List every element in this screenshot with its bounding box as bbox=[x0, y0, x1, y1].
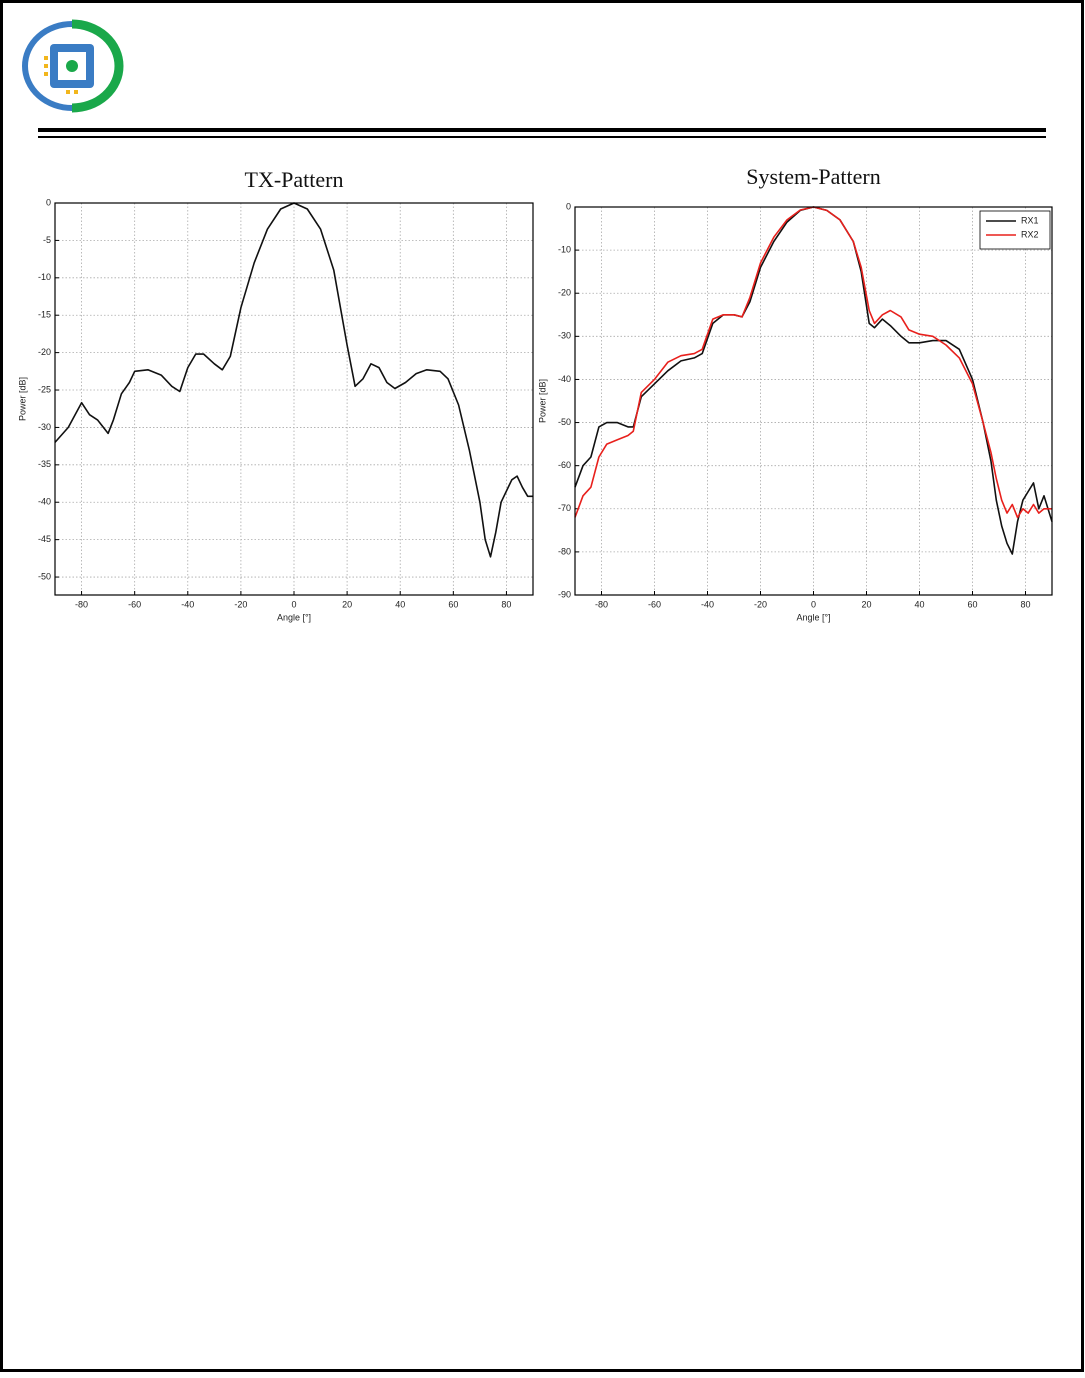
y-tick-label: -25 bbox=[38, 384, 51, 394]
x-tick-label: 0 bbox=[291, 599, 296, 609]
y-axis-label: Power [dB] bbox=[17, 377, 27, 421]
x-tick-label: 0 bbox=[811, 599, 816, 609]
x-tick-label: -60 bbox=[128, 599, 141, 609]
x-axis-label: Angle [°] bbox=[796, 612, 830, 622]
y-tick-label: -10 bbox=[558, 244, 571, 254]
chart: TX-Pattern -80 -60 -40 -20 0 20 40 60 80 0 -5 -10 -15… bbox=[17, 167, 534, 622]
chart-title: TX-Pattern bbox=[245, 167, 344, 192]
y-tick-label: -50 bbox=[558, 417, 571, 427]
y-axis-label: Power [dB] bbox=[537, 379, 547, 423]
legend-label: RX1 bbox=[1021, 215, 1039, 225]
x-tick-label: 80 bbox=[1020, 599, 1030, 609]
x-tick-label: 40 bbox=[395, 599, 405, 609]
chart: System-Pattern -80 -60 -40 -20 0 20 40 60 80 0 -10 -… bbox=[537, 164, 1053, 622]
y-tick-label: -15 bbox=[38, 310, 51, 320]
x-tick-label: -40 bbox=[181, 599, 194, 609]
y-tick-label: -45 bbox=[38, 534, 51, 544]
plot-frame bbox=[54, 202, 534, 596]
legend-label: RX2 bbox=[1021, 229, 1039, 239]
y-tick-label: -20 bbox=[558, 288, 571, 298]
x-tick-label: -20 bbox=[754, 599, 767, 609]
y-tick-label: -50 bbox=[38, 571, 51, 581]
x-tick-label: -20 bbox=[234, 599, 247, 609]
legend-box bbox=[979, 210, 1051, 250]
plot-frame bbox=[574, 206, 1053, 596]
y-tick-label: -80 bbox=[558, 546, 571, 556]
y-tick-label: -5 bbox=[43, 235, 51, 245]
x-tick-label: -40 bbox=[701, 599, 714, 609]
x-tick-label: 60 bbox=[448, 599, 458, 609]
chart-title: System-Pattern bbox=[746, 164, 880, 189]
x-tick-label: 60 bbox=[967, 599, 977, 609]
y-tick-label: -30 bbox=[38, 422, 51, 432]
y-tick-label: 0 bbox=[46, 197, 51, 207]
y-tick-label: -60 bbox=[558, 460, 571, 470]
y-tick-label: 0 bbox=[566, 201, 571, 211]
x-axis-label: Angle [°] bbox=[277, 612, 311, 622]
x-tick-label: 20 bbox=[861, 599, 871, 609]
y-tick-label: -10 bbox=[38, 272, 51, 282]
y-tick-label: -30 bbox=[558, 331, 571, 341]
logo bbox=[22, 19, 124, 113]
y-tick-label: -40 bbox=[558, 374, 571, 384]
x-tick-label: -60 bbox=[648, 599, 661, 609]
y-tick-label: -20 bbox=[38, 347, 51, 357]
y-tick-label: -90 bbox=[558, 589, 571, 599]
x-tick-label: 40 bbox=[914, 599, 924, 609]
y-tick-label: -70 bbox=[558, 503, 571, 513]
data-line bbox=[54, 202, 533, 558]
y-tick-label: -35 bbox=[38, 459, 51, 469]
x-tick-label: -80 bbox=[75, 599, 88, 609]
x-tick-label: 80 bbox=[501, 599, 511, 609]
y-tick-label: -40 bbox=[38, 497, 51, 507]
data-line bbox=[574, 206, 1052, 519]
x-tick-label: 20 bbox=[342, 599, 352, 609]
x-tick-label: -80 bbox=[595, 599, 608, 609]
